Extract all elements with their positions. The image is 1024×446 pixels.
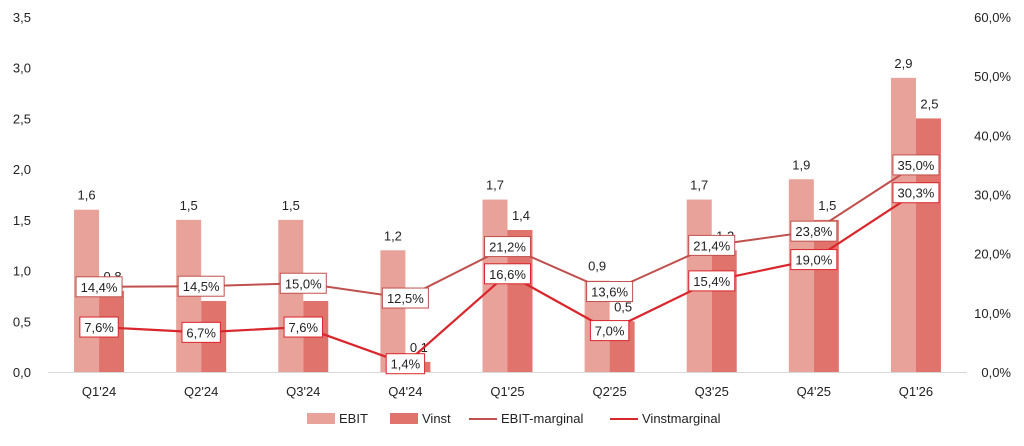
y-right-tick-label: 0,0% [981,365,1011,380]
x-tick-label: Q1'25 [490,384,524,399]
bar-vinst-label: 0,5 [614,299,632,314]
x-tick-label: Q3'24 [286,384,320,399]
bar-ebit-label: 1,7 [486,178,504,193]
bar-vinst-label: 1,5 [818,198,836,213]
legend-swatch-ebit [307,413,335,424]
ebit-marginal-label: 23,8% [795,224,832,239]
ebit-marginal-label: 21,4% [693,238,730,253]
bar-ebit-label: 2,9 [894,56,912,71]
y-left-tick-label: 3,5 [13,10,31,25]
ebit-marginal-label: 21,2% [489,240,526,255]
x-tick-label: Q4'25 [797,384,831,399]
ebit-marginal-label-box [75,276,123,298]
vinstmarginal-label-box [181,321,221,343]
ebit-marginal-label-box [177,275,225,297]
vinstmarginal-label-box [484,263,531,285]
legend-label: Vinst [422,411,451,426]
bar-vinst-label: 1,4 [512,208,530,223]
vinstmarginal-label-box [79,316,119,338]
ebit-marginal-label-box [484,236,531,258]
x-tick-label: Q2'24 [184,384,218,399]
y-left-tick-label: 3,0 [13,61,31,76]
vinstmarginal-label: 19,0% [795,253,832,268]
vinstmarginal-label: 30,3% [898,186,935,201]
ebit-marginal-label-box [586,281,634,303]
bar-ebit [380,250,406,372]
bar-vinst [711,250,737,372]
x-tick-label: Q4'24 [388,384,422,399]
y-left-tick-label: 1,0 [13,264,31,279]
bar-ebit [788,179,814,372]
bar-ebit-label: 1,9 [792,157,810,172]
y-left-tick-label: 0,0 [13,365,31,380]
ebit-marginal-label-box [381,287,429,309]
ebit-marginal-label: 35,0% [898,158,935,173]
legend-label: Vinstmarginal [642,411,721,426]
vinstmarginal-label-box [283,316,323,338]
ebit-marginal-label-box [688,234,736,256]
bar-ebit-label: 0,9 [588,259,606,274]
vinstmarginal-label: 7,6% [84,320,114,335]
y-right-tick-label: 50,0% [974,69,1011,84]
ebit-marginal-label: 12,5% [387,291,424,306]
y-right-tick-label: 40,0% [974,128,1011,143]
y-left-tick-label: 2,0 [13,162,31,177]
bar-ebit-label: 1,2 [384,228,402,243]
vinstmarginal-label-box [385,353,426,375]
ebit-marginal-label: 14,5% [183,279,220,294]
ebit-marginal-label-box [892,154,940,176]
y-left-tick-label: 0,5 [13,314,31,329]
bar-ebit [890,77,916,372]
bar-ebit-label: 1,6 [78,188,96,203]
vinstmarginal-label: 1,4% [391,357,421,372]
x-tick-label: Q1'24 [82,384,116,399]
ebit-marginal-label: 15,0% [285,276,322,291]
vinstmarginal-label: 16,6% [489,267,526,282]
bar-ebit-label: 1,7 [690,178,708,193]
legend-label: EBIT-marginal [501,411,583,426]
bar-vinst-label: 2,5 [920,96,938,111]
y-right-tick-label: 10,0% [974,306,1011,321]
ebit-marginal-label: 13,6% [591,285,628,300]
vinstmarginal-label: 6,7% [186,325,216,340]
y-right-tick-label: 20,0% [974,247,1011,262]
bar-vinst-label: 0,1 [410,340,428,355]
bar-ebit-label: 1,5 [180,198,198,213]
vinstmarginal-label-box [688,270,736,292]
y-right-tick-label: 30,0% [974,188,1011,203]
vinstmarginal-label-box [892,182,940,204]
vinstmarginal-label: 7,0% [595,324,625,339]
bar-vinst [813,219,839,372]
vinstmarginal-label: 7,6% [288,320,318,335]
y-left-tick-label: 1,5 [13,213,31,228]
vinstmarginal-label-box [589,320,630,342]
x-tick-label: Q3'25 [695,384,729,399]
vinstmarginal-label: 15,4% [693,274,730,289]
ebit-marginal-label-box [790,220,838,242]
y-left-tick-label: 2,5 [13,111,31,126]
x-tick-label: Q2'25 [592,384,626,399]
y-right-tick-label: 60,0% [974,10,1011,25]
x-tick-label: Q1'26 [899,384,933,399]
legend-label: EBIT [339,411,368,426]
bar-ebit [278,219,304,372]
vinstmarginal-label-box [790,249,838,271]
ebit-marginal-label-box [279,272,327,294]
bar-ebit-label: 1,5 [282,198,300,213]
ebit-marginal-label: 14,4% [81,280,118,295]
legend-swatch-vinst [390,413,418,424]
